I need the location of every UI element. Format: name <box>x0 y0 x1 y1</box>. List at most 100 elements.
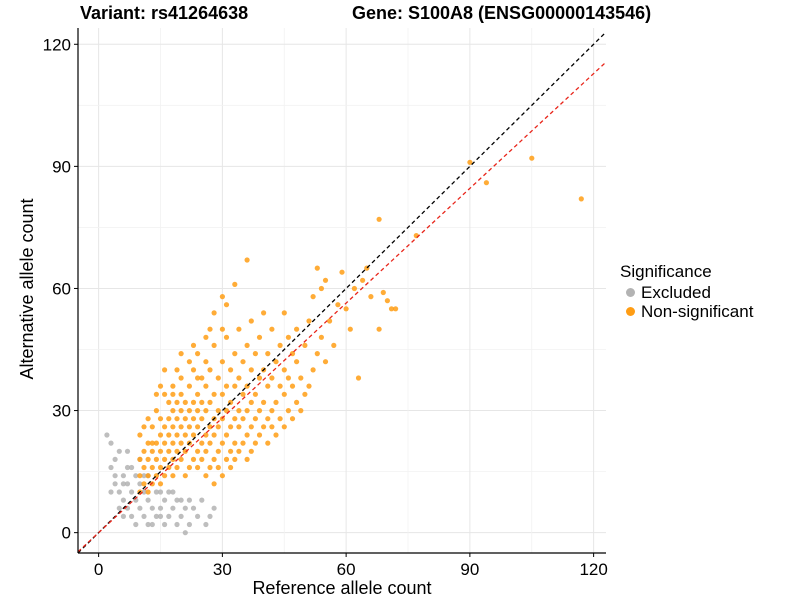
y-tick-label: 120 <box>43 35 71 54</box>
x-tick-label: 90 <box>460 560 479 579</box>
point-non-significant <box>248 367 254 373</box>
fit-line <box>77 61 607 553</box>
point-excluded <box>174 497 180 503</box>
point-non-significant <box>223 302 230 308</box>
point-non-significant <box>174 464 180 471</box>
point-non-significant <box>166 416 172 422</box>
point-non-significant <box>223 383 230 389</box>
point-non-significant <box>376 326 382 332</box>
point-non-significant <box>182 473 188 479</box>
point-excluded <box>141 489 147 495</box>
point-non-significant <box>388 306 395 312</box>
point-excluded <box>129 489 135 495</box>
point-non-significant <box>483 180 489 186</box>
point-non-significant <box>223 408 230 414</box>
x-tick-label: 120 <box>579 560 607 579</box>
point-non-significant <box>261 399 267 405</box>
point-non-significant <box>141 424 147 430</box>
point-non-significant <box>322 359 329 365</box>
point-excluded <box>124 481 131 487</box>
x-tick-label: 30 <box>213 560 232 579</box>
point-non-significant <box>252 416 258 422</box>
point-non-significant <box>343 306 349 312</box>
point-excluded <box>153 513 159 520</box>
point-non-significant <box>232 383 238 389</box>
point-non-significant <box>298 408 304 414</box>
point-excluded <box>129 513 135 520</box>
point-non-significant <box>178 391 184 397</box>
point-excluded <box>112 473 118 479</box>
point-non-significant <box>190 416 197 422</box>
point-non-significant <box>215 464 221 471</box>
point-excluded <box>162 497 168 503</box>
point-non-significant <box>244 408 250 414</box>
x-axis-title: Reference allele count <box>252 578 431 598</box>
point-non-significant <box>190 367 197 373</box>
point-excluded <box>145 497 151 503</box>
point-non-significant <box>310 367 316 373</box>
point-non-significant <box>195 351 201 357</box>
point-non-significant <box>162 473 168 479</box>
point-non-significant <box>170 440 176 446</box>
point-non-significant <box>236 408 242 414</box>
point-non-significant <box>174 367 180 373</box>
point-non-significant <box>236 424 242 430</box>
point-non-significant <box>203 334 209 340</box>
point-non-significant <box>166 432 172 438</box>
point-non-significant <box>277 342 283 348</box>
point-non-significant <box>244 257 250 263</box>
point-non-significant <box>211 432 217 438</box>
point-non-significant <box>331 342 337 348</box>
point-excluded <box>124 448 131 454</box>
point-non-significant <box>219 359 225 365</box>
point-non-significant <box>529 155 535 161</box>
point-non-significant <box>157 464 164 471</box>
point-non-significant <box>232 281 238 287</box>
point-non-significant <box>199 440 205 446</box>
point-non-significant <box>240 359 246 365</box>
point-non-significant <box>294 359 300 365</box>
point-excluded <box>120 497 126 503</box>
point-non-significant <box>228 464 234 471</box>
point-non-significant <box>207 424 213 430</box>
point-excluded <box>120 481 126 487</box>
point-non-significant <box>170 424 176 430</box>
point-non-significant <box>199 375 205 381</box>
point-non-significant <box>273 359 279 365</box>
point-non-significant <box>215 375 221 381</box>
point-excluded <box>145 521 151 528</box>
point-excluded <box>186 521 192 528</box>
point-non-significant <box>327 318 333 324</box>
point-non-significant <box>289 416 296 422</box>
y-tick-label: 30 <box>52 402 71 421</box>
point-excluded <box>108 440 114 446</box>
point-non-significant <box>137 456 143 462</box>
point-non-significant <box>360 277 366 283</box>
point-non-significant <box>277 383 283 389</box>
point-non-significant <box>302 391 308 397</box>
point-non-significant <box>232 351 238 357</box>
point-non-significant <box>236 326 242 332</box>
point-non-significant <box>244 456 250 462</box>
point-non-significant <box>195 391 201 397</box>
point-non-significant <box>294 326 300 332</box>
point-non-significant <box>207 326 213 332</box>
point-non-significant <box>186 359 192 365</box>
point-excluded <box>108 464 114 471</box>
point-non-significant <box>240 391 246 397</box>
point-non-significant <box>236 375 242 381</box>
point-non-significant <box>162 391 168 397</box>
point-excluded <box>170 489 176 495</box>
point-non-significant <box>190 342 197 348</box>
point-non-significant <box>149 448 155 454</box>
point-excluded <box>116 505 122 511</box>
point-non-significant <box>170 383 176 389</box>
point-non-significant <box>186 408 192 414</box>
legend-title: Significance <box>620 262 712 281</box>
point-non-significant <box>232 456 238 462</box>
point-excluded <box>104 432 110 438</box>
y-axis-title: Alternative allele count <box>17 198 37 379</box>
point-non-significant <box>174 448 180 454</box>
point-non-significant <box>157 416 164 422</box>
